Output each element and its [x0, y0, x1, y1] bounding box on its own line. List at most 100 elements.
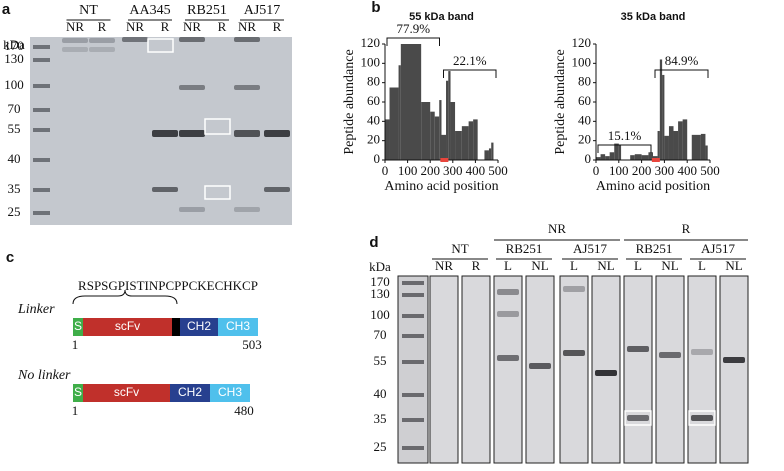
- marker-band: [402, 314, 424, 318]
- bar: [682, 119, 688, 160]
- x-axis-label: Amino acid position: [384, 179, 498, 194]
- lane-label: NR: [435, 258, 453, 273]
- bar: [468, 121, 474, 160]
- y-tick-label: 100: [572, 54, 592, 69]
- gel-band: [179, 130, 205, 137]
- marker-band: [402, 446, 424, 450]
- bar: [450, 102, 456, 160]
- bar: [668, 126, 674, 160]
- group-label: RB251: [506, 241, 543, 256]
- bar: [430, 111, 435, 160]
- gel-band: [234, 130, 260, 137]
- lane-label: L: [570, 258, 578, 273]
- bar: [678, 121, 683, 160]
- linker-marker: [651, 158, 660, 162]
- bar: [398, 65, 401, 160]
- marker-label: 100: [370, 307, 390, 322]
- marker-band: [33, 158, 50, 162]
- domain-label: CH2: [178, 385, 202, 399]
- gel-band: [529, 363, 551, 369]
- bar: [389, 87, 399, 160]
- domain-label: CH2: [187, 319, 211, 333]
- bar: [441, 134, 447, 160]
- domain-label: scFv: [114, 385, 139, 399]
- gel-band: [234, 37, 260, 42]
- gel-band: [691, 349, 713, 355]
- lane-label: L: [504, 258, 512, 273]
- y-tick-label: 0: [585, 151, 592, 166]
- marker-label: 130: [370, 286, 390, 301]
- bar: [448, 71, 451, 160]
- x-tick-label: 100: [609, 163, 629, 178]
- annotation: 15.1%: [608, 128, 642, 143]
- gel-band: [179, 207, 205, 212]
- y-tick-label: 20: [367, 132, 380, 147]
- gel-band: [627, 346, 649, 352]
- domain: [172, 318, 180, 336]
- bar: [439, 100, 442, 160]
- x-tick-label: 300: [443, 163, 463, 178]
- gel-band: [179, 37, 205, 42]
- y-tick-label: 60: [367, 93, 380, 108]
- domain-label: S: [74, 319, 82, 333]
- gel-band: [497, 311, 519, 317]
- lane-label: R: [218, 19, 227, 34]
- x-tick-label: 500: [488, 163, 508, 178]
- bar: [664, 135, 669, 160]
- bar: [400, 44, 422, 160]
- panel-label: c: [6, 249, 14, 266]
- marker-label: 40: [374, 386, 387, 401]
- lane-label: NL: [597, 258, 614, 273]
- marker-band: [33, 84, 50, 88]
- marker-band: [402, 360, 424, 364]
- bar: [673, 131, 679, 160]
- x-tick-label: 0: [382, 163, 389, 178]
- gel-lane: [461, 275, 491, 464]
- x-tick-label: 200: [420, 163, 440, 178]
- marker-band: [33, 211, 50, 215]
- y-tick-label: 60: [578, 93, 591, 108]
- y-axis-label: Peptide abundance: [553, 49, 568, 154]
- gel-band: [659, 352, 681, 358]
- lane-label: R: [161, 19, 170, 34]
- gel-lane: [687, 275, 717, 464]
- bar: [691, 134, 701, 160]
- gel-band: [89, 47, 115, 52]
- end-label: 480: [234, 403, 254, 418]
- x-tick-label: 300: [655, 163, 675, 178]
- domain-label: CH3: [218, 385, 242, 399]
- highlight-box: [204, 185, 231, 200]
- highlight-box: [204, 118, 231, 135]
- group-label: NT: [79, 3, 98, 18]
- y-tick-label: 40: [367, 112, 380, 127]
- bar: [609, 152, 615, 160]
- group-label: NT: [451, 241, 468, 256]
- x-tick-label: 400: [677, 163, 697, 178]
- marker-label: 170: [370, 274, 390, 289]
- x-tick-label: 400: [466, 163, 486, 178]
- group-label: AJ517: [573, 241, 607, 256]
- bar: [455, 131, 462, 160]
- bracket: [654, 69, 709, 78]
- marker-band: [33, 58, 50, 62]
- x-axis-label: Amino acid position: [596, 179, 710, 194]
- bar: [434, 116, 440, 160]
- bracket: [443, 69, 497, 78]
- y-tick-label: 80: [367, 74, 380, 89]
- bar: [596, 157, 601, 160]
- bar: [634, 154, 642, 160]
- construct-name: No linker: [17, 368, 71, 383]
- marker-band: [33, 188, 50, 192]
- marker-band: [33, 45, 50, 49]
- gel-band: [723, 357, 745, 363]
- group-label: RB251: [187, 3, 227, 18]
- y-tick-label: 0: [374, 151, 381, 166]
- gel-lane: [591, 275, 621, 464]
- gel-band: [497, 355, 519, 361]
- marker-band: [402, 293, 424, 297]
- domain: [218, 318, 258, 336]
- marker-band: [33, 108, 50, 112]
- gel-band: [179, 85, 205, 90]
- gel-band: [89, 38, 115, 43]
- gel-lane: [429, 275, 459, 464]
